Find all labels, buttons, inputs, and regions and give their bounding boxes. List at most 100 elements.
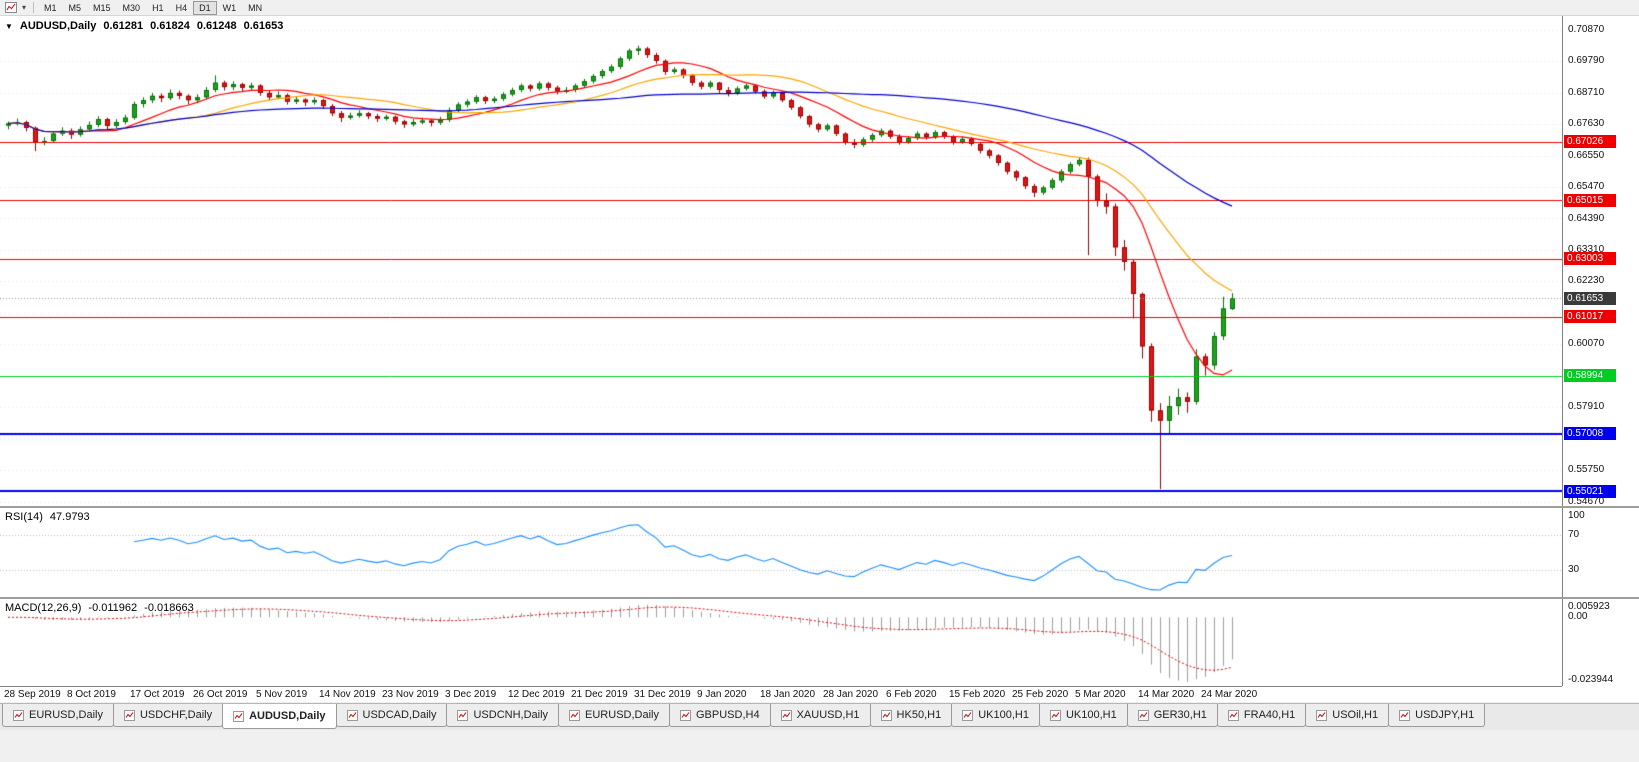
tab-chart-icon [457, 709, 469, 721]
hline-price-badge: 0.67026 [1564, 135, 1616, 149]
date-axis-label: 21 Dec 2019 [571, 689, 628, 700]
chart-tab-uk100-h1[interactable]: UK100,H1 [1038, 704, 1128, 727]
chart-tab-ger30-h1[interactable]: GER30,H1 [1126, 704, 1218, 727]
hline-price-badge: 0.58994 [1564, 369, 1616, 383]
macd-axis-label: 0.00 [1568, 611, 1588, 623]
tab-label: USDCAD,Daily [362, 709, 437, 721]
date-axis-label: 9 Jan 2020 [697, 689, 747, 700]
tab-chart-icon [1049, 709, 1061, 721]
rsi-indicator-canvas[interactable] [0, 508, 1562, 597]
tab-label: USDJPY,H1 [1415, 709, 1475, 721]
macd-axis-label: -0.023944 [1568, 674, 1614, 685]
date-axis-label: 6 Feb 2020 [886, 689, 937, 700]
hline-price-badge: 0.57008 [1564, 427, 1616, 440]
date-axis-label: 12 Dec 2019 [508, 689, 565, 700]
price-axis-label: 0.60070 [1568, 338, 1605, 350]
price-chart-canvas[interactable] [0, 16, 1562, 506]
tab-chart-icon [346, 709, 358, 721]
price-axis-label: 0.63310 [1568, 243, 1605, 255]
date-axis-label: 31 Dec 2019 [634, 689, 691, 700]
ohlc-low: 0.61248 [196, 20, 237, 32]
chart-header: ▼ AUDUSD,Daily 0.61281 0.61824 0.61248 0… [5, 20, 283, 32]
date-axis-label: 28 Jan 2020 [823, 689, 879, 700]
timeframe-button-m5[interactable]: M5 [68, 2, 82, 13]
date-axis-label: 23 Nov 2019 [382, 689, 439, 700]
chart-tab-eurusd-daily[interactable]: EURUSD,Daily [2, 704, 114, 727]
date-axis-label: 5 Mar 2020 [1075, 689, 1126, 700]
price-axis-label: 0.65470 [1568, 181, 1605, 192]
macd-main-value: -0.011962 [88, 602, 138, 614]
tab-chart-icon [1316, 709, 1328, 721]
price-axis-label: 0.64390 [1568, 212, 1605, 224]
date-axis-label: 25 Feb 2020 [1012, 689, 1069, 700]
tab-label: USDCNH,Daily [473, 709, 549, 721]
pane-separator[interactable] [0, 506, 1639, 508]
timeframe-button-m15[interactable]: M15 [93, 2, 111, 13]
price-axis-label: 0.69790 [1568, 55, 1605, 67]
tab-chart-icon [880, 709, 892, 721]
chart-tab-uk100-h1[interactable]: UK100,H1 [951, 704, 1040, 727]
date-axis-label: 17 Oct 2019 [130, 689, 185, 700]
timeframe-button-d1[interactable]: D1 [193, 0, 217, 15]
toolbar-separator [33, 2, 34, 13]
tab-label: XAUUSD,H1 [796, 709, 860, 721]
tab-label: EURUSD,Daily [585, 709, 659, 721]
pane-separator[interactable] [0, 597, 1639, 599]
ohlc-close: 0.61653 [243, 20, 284, 32]
macd-indicator-canvas[interactable] [0, 599, 1562, 686]
chart-tab-xauusd-h1[interactable]: XAUUSD,H1 [769, 704, 871, 727]
hline-price-badge: 0.63003 [1564, 252, 1616, 266]
price-axis[interactable]: 0.70870 0.69790 0.68710 0.67630 0.66550 0.654… [1562, 16, 1639, 686]
chart-context-caret-icon[interactable]: ▼ [5, 21, 13, 31]
tab-label: UK100,H1 [1065, 709, 1117, 721]
timeframe-button-m1[interactable]: M1 [44, 2, 57, 13]
timeframe-buttons-group: M1 M5 M15 M30 H1 H4 D1 W1 MN [38, 0, 268, 15]
date-axis-label: 24 Mar 2020 [1201, 689, 1258, 700]
rsi-name: RSI(14) [5, 511, 43, 523]
date-axis-label: 18 Jan 2020 [760, 689, 816, 700]
price-axis-label: 0.68710 [1568, 86, 1605, 98]
timeframe-button-w1[interactable]: W1 [222, 2, 237, 13]
timeframe-button-h4[interactable]: H4 [175, 2, 188, 13]
tab-label: GBPUSD,H4 [696, 709, 760, 721]
tab-label: USOil,H1 [1332, 709, 1379, 721]
timeframe-button-m30[interactable]: M30 [122, 2, 141, 13]
hline-price-badge: 0.55021 [1564, 484, 1616, 498]
chart-tab-hk50-h1[interactable]: HK50,H1 [869, 704, 953, 727]
chart-tab-gbpusd-h4[interactable]: GBPUSD,H4 [669, 704, 771, 727]
tab-label: EURUSD,Daily [29, 709, 103, 721]
chart-tab-usdjpy-h1[interactable]: USDJPY,H1 [1388, 704, 1486, 727]
rsi-value: 47.9793 [49, 511, 90, 523]
chart-dropdown-caret-icon[interactable]: ▾ [21, 3, 26, 12]
tab-chart-icon [680, 709, 691, 721]
tab-chart-icon [569, 709, 581, 721]
tab-label: HK50,H1 [896, 709, 942, 721]
date-axis-label: 28 Sep 2019 [4, 689, 61, 700]
chart-tab-eurusd-daily[interactable]: EURUSD,Daily [558, 704, 670, 727]
tab-chart-icon [13, 709, 24, 721]
price-axis-label: 0.55750 [1568, 464, 1605, 476]
macd-axis-label: 0.005923 [1568, 601, 1610, 612]
ohlc-open: 0.61281 [103, 20, 144, 32]
price-axis-label: 0.62230 [1568, 275, 1605, 287]
chart-tab-usdchf-daily[interactable]: USDCHF,Daily [112, 704, 224, 727]
tab-label: USDCHF,Daily [139, 709, 213, 721]
chart-tab-usdcnh-daily[interactable]: USDCNH,Daily [446, 704, 560, 727]
chart-icon[interactable] [3, 1, 19, 15]
price-axis-label: 0.70870 [1568, 23, 1605, 35]
rsi-axis-label: 30 [1568, 564, 1580, 576]
timeframe-button-h1[interactable]: H1 [152, 2, 164, 13]
chart-tab-fra40-h1[interactable]: FRA40,H1 [1216, 704, 1307, 727]
date-axis[interactable]: 28 Sep 2019 8 Oct 2019 17 Oct 2019 26 Oct 2… [0, 686, 1562, 702]
price-axis-label: 0.54670 [1568, 495, 1605, 507]
current-price-badge: 0.61653 [1564, 291, 1616, 305]
timeframe-button-mn[interactable]: MN [248, 2, 263, 13]
chart-tab-usoil-h1[interactable]: USOil,H1 [1305, 704, 1390, 727]
tab-label: GER30,H1 [1153, 709, 1207, 721]
macd-pane-label: MACD(12,26,9) -0.011962 -0.018663 [5, 602, 194, 614]
macd-signal-value: -0.018663 [144, 602, 194, 614]
tab-chart-icon [1137, 709, 1149, 721]
hline-price-badge: 0.61017 [1564, 310, 1616, 324]
chart-tab-audusd-daily[interactable]: AUDUSD,Daily [222, 704, 337, 729]
chart-tab-usdcad-daily[interactable]: USDCAD,Daily [335, 704, 448, 727]
